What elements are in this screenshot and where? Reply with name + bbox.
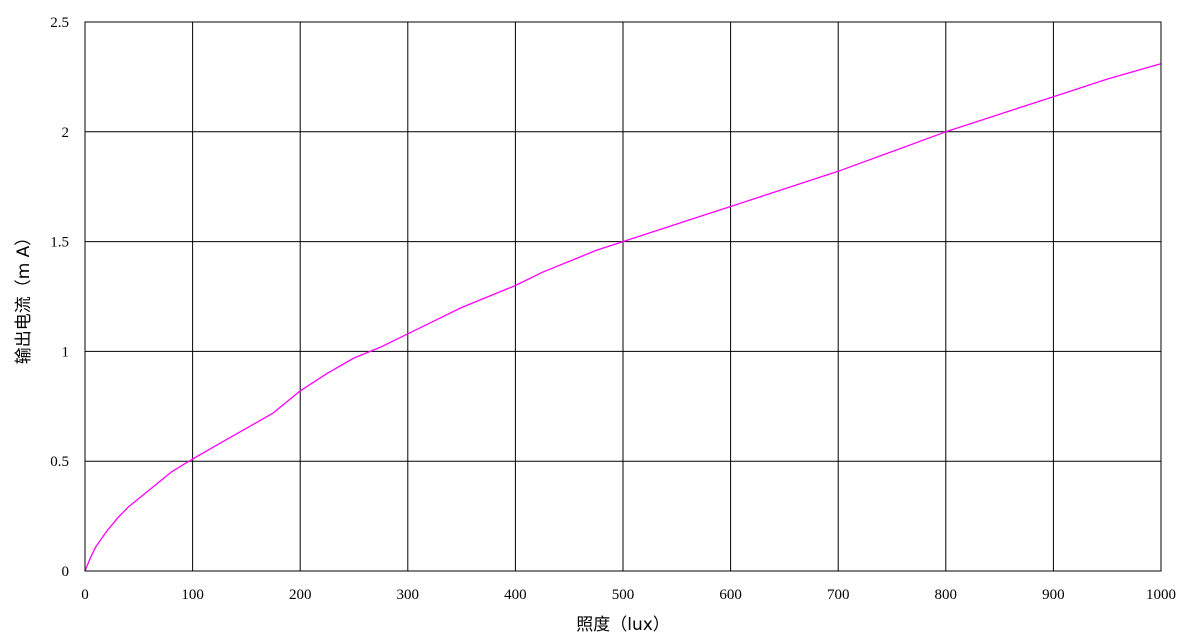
x-tick-label: 900 bbox=[1042, 587, 1065, 603]
x-tick-label: 200 bbox=[289, 587, 312, 603]
x-tick-label: 400 bbox=[504, 587, 527, 603]
x-tick-label: 700 bbox=[827, 587, 850, 603]
x-axis-title: 照度（lux） bbox=[576, 615, 670, 635]
y-tick-label: 0.5 bbox=[50, 454, 69, 470]
y-tick-label: 1 bbox=[62, 344, 70, 360]
x-tick-label: 500 bbox=[612, 587, 635, 603]
x-tick-label: 1000 bbox=[1146, 587, 1176, 603]
y-axis-ticks: 0 0.5 1 1.5 2 2.5 bbox=[50, 15, 69, 580]
y-tick-label: 1.5 bbox=[50, 235, 69, 251]
series-line-0 bbox=[84, 63, 1162, 572]
x-tick-label: 300 bbox=[397, 587, 420, 603]
grid-lines bbox=[84, 21, 1162, 572]
plot-area-frame bbox=[84, 21, 1162, 572]
x-axis-ticks: 0 100 200 300 400 500 600 700 800 900 1000 bbox=[81, 587, 1176, 603]
x-tick-label: 600 bbox=[719, 587, 742, 603]
y-tick-label: 2.5 bbox=[50, 15, 69, 31]
y-tick-label: 0 bbox=[62, 564, 70, 580]
x-tick-label: 100 bbox=[181, 587, 204, 603]
y-axis-title: 输出电流（m A） bbox=[14, 229, 34, 365]
x-tick-label: 0 bbox=[81, 587, 89, 603]
y-tick-label: 2 bbox=[62, 125, 70, 141]
x-tick-label: 800 bbox=[935, 587, 958, 603]
series-group bbox=[84, 63, 1162, 572]
